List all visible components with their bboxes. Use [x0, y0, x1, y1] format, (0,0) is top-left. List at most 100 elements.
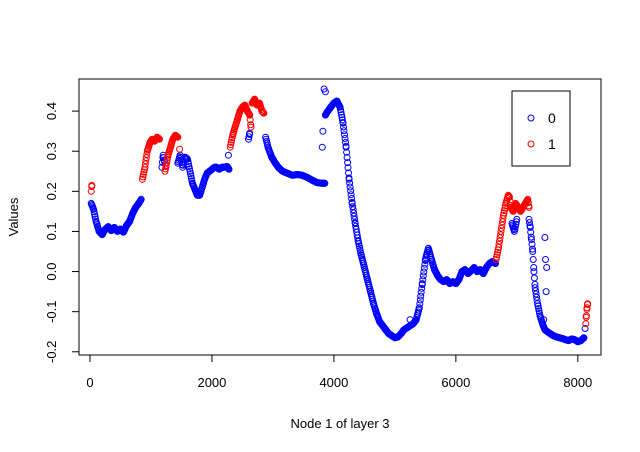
- data-point: [531, 284, 539, 292]
- data-point: [535, 305, 543, 312]
- data-point: [137, 195, 145, 203]
- y-tick-label: -0.2: [44, 341, 59, 363]
- data-point: [142, 154, 150, 162]
- x-tick-label: 4000: [319, 375, 348, 390]
- data-points: [87, 85, 592, 346]
- data-point: [348, 199, 356, 207]
- data-point: [420, 264, 428, 272]
- data-point: [344, 164, 352, 172]
- data-point: [543, 264, 551, 271]
- legend-label-0: 0: [548, 110, 556, 126]
- data-point: [336, 103, 344, 111]
- x-tick-label: 6000: [441, 375, 470, 390]
- data-point: [346, 183, 354, 191]
- data-point: [420, 268, 428, 276]
- data-point: [349, 206, 357, 214]
- data-point: [584, 300, 592, 308]
- data-point: [525, 215, 533, 223]
- data-point: [418, 284, 426, 292]
- data-point: [319, 127, 327, 135]
- data-point: [321, 88, 329, 96]
- x-tick-label: 2000: [197, 375, 226, 390]
- legend-label-1: 1: [548, 136, 556, 152]
- data-point: [541, 234, 549, 241]
- data-point: [506, 193, 513, 201]
- series-1: [87, 95, 592, 328]
- x-tick-label: 0: [86, 375, 93, 390]
- data-point: [415, 304, 423, 312]
- data-point: [339, 119, 347, 127]
- data-point: [417, 292, 425, 300]
- data-point: [337, 106, 344, 114]
- data-point: [348, 195, 356, 202]
- legend-marker-1: [527, 140, 535, 148]
- data-point: [156, 135, 163, 143]
- data-point: [340, 127, 348, 135]
- data-point: [341, 135, 349, 142]
- data-point: [141, 160, 149, 168]
- data-point: [340, 123, 347, 131]
- data-point: [247, 123, 255, 131]
- data-point: [527, 233, 535, 241]
- y-tick-label: 0.4: [44, 102, 59, 120]
- data-point: [142, 157, 150, 165]
- data-point: [529, 248, 537, 255]
- data-point: [260, 109, 268, 117]
- data-point: [351, 215, 359, 223]
- data-point: [580, 334, 588, 342]
- x-axis-label: Node 1 of layer 3: [290, 416, 389, 431]
- data-point: [513, 215, 521, 223]
- data-point: [224, 151, 232, 159]
- legend-marker-0: [527, 114, 535, 122]
- data-point: [540, 316, 548, 324]
- data-point: [527, 228, 535, 236]
- data-point: [185, 160, 192, 168]
- data-point: [246, 116, 254, 124]
- data-point: [542, 256, 549, 263]
- data-point: [529, 256, 537, 263]
- data-point: [341, 131, 348, 139]
- data-point: [498, 224, 505, 232]
- data-point: [347, 187, 355, 195]
- data-point: [419, 276, 427, 284]
- data-point: [524, 195, 532, 203]
- data-point: [542, 288, 550, 296]
- data-point: [225, 165, 233, 173]
- data-point: [349, 203, 357, 211]
- data-point: [417, 288, 425, 296]
- data-point: [492, 260, 499, 267]
- x-tick-label: 8000: [563, 375, 592, 390]
- data-point: [495, 240, 503, 248]
- x-axis: 0 2000 4000 6000 8000: [86, 354, 592, 390]
- y-tick-label: -0.1: [44, 300, 59, 322]
- data-point: [338, 111, 345, 119]
- data-point: [581, 325, 589, 332]
- data-point: [532, 287, 540, 295]
- data-point: [344, 159, 352, 167]
- data-point: [498, 221, 506, 229]
- data-point: [421, 260, 429, 268]
- data-point: [163, 156, 171, 164]
- data-point: [246, 111, 254, 119]
- data-point: [533, 293, 541, 301]
- data-point: [141, 163, 149, 171]
- data-point: [524, 199, 532, 207]
- y-tick-label: 0.0: [44, 263, 59, 281]
- data-point: [530, 268, 538, 276]
- legend: 0 1: [511, 90, 571, 167]
- data-point: [419, 272, 427, 280]
- y-tick-label: 0.2: [44, 182, 59, 200]
- data-point: [499, 218, 506, 226]
- data-point: [416, 300, 424, 308]
- data-point: [143, 150, 151, 158]
- y-axis: -0.2 -0.1 0.0 0.1 0.2 0.3 0.4: [44, 102, 80, 363]
- y-tick-label: 0.3: [44, 142, 59, 160]
- data-point: [529, 245, 536, 253]
- data-point: [525, 203, 533, 211]
- data-point: [497, 231, 504, 239]
- data-point: [337, 108, 345, 116]
- data-point: [345, 175, 353, 183]
- data-point: [512, 218, 520, 226]
- y-axis-label: Values: [6, 197, 21, 236]
